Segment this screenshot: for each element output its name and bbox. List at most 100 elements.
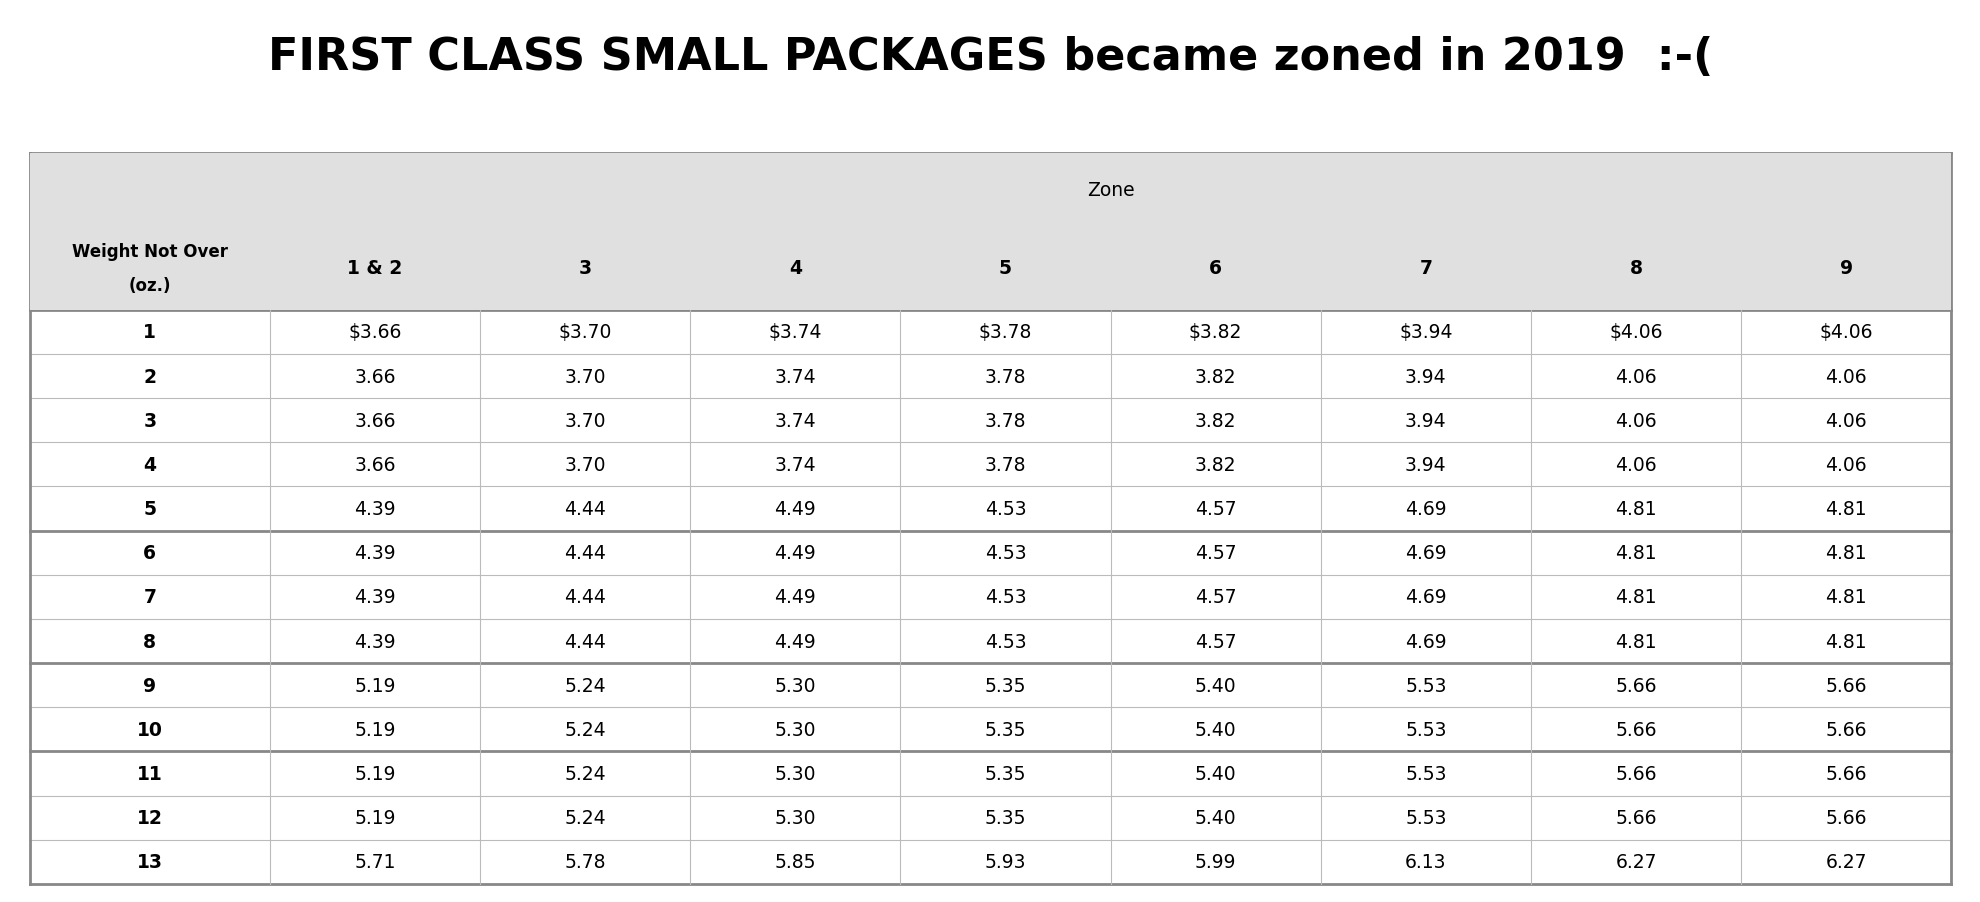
Text: $4.06: $4.06 [1818, 323, 1871, 342]
Text: 5.30: 5.30 [774, 764, 816, 783]
Text: 3.74: 3.74 [774, 411, 816, 430]
Text: 4.81: 4.81 [1824, 588, 1865, 607]
Text: 11: 11 [137, 764, 162, 783]
Text: 5.53: 5.53 [1404, 720, 1445, 739]
Text: 4.06: 4.06 [1824, 456, 1865, 474]
Text: 5: 5 [143, 500, 156, 519]
Text: 5.71: 5.71 [354, 852, 396, 871]
Text: 4.69: 4.69 [1404, 500, 1445, 519]
Text: 4.49: 4.49 [774, 500, 816, 519]
Text: $3.82: $3.82 [1188, 323, 1241, 342]
Text: 5.66: 5.66 [1824, 808, 1865, 827]
Text: 5.85: 5.85 [774, 852, 816, 871]
Text: 5.99: 5.99 [1194, 852, 1236, 871]
Text: Zone: Zone [1087, 180, 1135, 199]
Text: 5.30: 5.30 [774, 720, 816, 739]
Text: Weight Not Over: Weight Not Over [71, 243, 228, 261]
Text: 3.94: 3.94 [1404, 411, 1445, 430]
Text: 3.82: 3.82 [1194, 456, 1236, 474]
Text: 3.70: 3.70 [564, 367, 606, 386]
Text: 9: 9 [143, 676, 156, 695]
Text: 4.53: 4.53 [984, 588, 1026, 607]
Text: 4.44: 4.44 [564, 588, 606, 607]
Text: 5.19: 5.19 [354, 764, 396, 783]
Text: 4.53: 4.53 [984, 631, 1026, 651]
Text: 4.69: 4.69 [1404, 544, 1445, 563]
Text: 12: 12 [137, 808, 162, 827]
Text: 4.69: 4.69 [1404, 588, 1445, 607]
Text: 5.30: 5.30 [774, 676, 816, 695]
Text: 7: 7 [1418, 259, 1432, 278]
Text: 4.49: 4.49 [774, 544, 816, 563]
Text: 4.49: 4.49 [774, 631, 816, 651]
Text: 4.06: 4.06 [1614, 456, 1655, 474]
Text: 8: 8 [143, 631, 156, 651]
Text: 5.66: 5.66 [1824, 676, 1865, 695]
Text: 4.39: 4.39 [354, 631, 396, 651]
Text: 3.70: 3.70 [564, 411, 606, 430]
Text: 4.81: 4.81 [1614, 500, 1655, 519]
Text: 5.35: 5.35 [984, 720, 1026, 739]
Text: 6.27: 6.27 [1824, 852, 1865, 871]
Text: 4.53: 4.53 [984, 500, 1026, 519]
Text: 4: 4 [143, 456, 156, 474]
Text: 10: 10 [137, 720, 162, 739]
Text: 5.66: 5.66 [1614, 808, 1655, 827]
Text: 4.06: 4.06 [1614, 411, 1655, 430]
Text: 4.57: 4.57 [1194, 544, 1236, 563]
Text: $3.94: $3.94 [1398, 323, 1451, 342]
Text: 4.49: 4.49 [774, 588, 816, 607]
Text: 4.57: 4.57 [1194, 631, 1236, 651]
Text: 6.13: 6.13 [1404, 852, 1445, 871]
Text: 3.66: 3.66 [354, 456, 396, 474]
Text: 6: 6 [1208, 259, 1222, 278]
Text: 9: 9 [1839, 259, 1851, 278]
Text: 2: 2 [143, 367, 156, 386]
Text: 4.81: 4.81 [1614, 588, 1655, 607]
Text: 3.82: 3.82 [1194, 367, 1236, 386]
Text: 5.53: 5.53 [1404, 676, 1445, 695]
Text: 3.82: 3.82 [1194, 411, 1236, 430]
Text: 5.40: 5.40 [1194, 808, 1236, 827]
Text: 4.81: 4.81 [1614, 544, 1655, 563]
Text: 5.40: 5.40 [1194, 720, 1236, 739]
Text: 4.81: 4.81 [1824, 631, 1865, 651]
Text: 5.30: 5.30 [774, 808, 816, 827]
Text: 3.66: 3.66 [354, 367, 396, 386]
Text: $3.74: $3.74 [768, 323, 822, 342]
Text: 7: 7 [143, 588, 156, 607]
Text: 3.74: 3.74 [774, 367, 816, 386]
Text: 5: 5 [998, 259, 1012, 278]
Text: 4.81: 4.81 [1614, 631, 1655, 651]
Text: 5.19: 5.19 [354, 676, 396, 695]
Text: 4.44: 4.44 [564, 500, 606, 519]
Text: 5.24: 5.24 [564, 808, 606, 827]
Text: FIRST CLASS SMALL PACKAGES became zoned in 2019  :-(: FIRST CLASS SMALL PACKAGES became zoned … [267, 36, 1713, 79]
Text: 5.24: 5.24 [564, 764, 606, 783]
Text: 4.81: 4.81 [1824, 500, 1865, 519]
Text: 1: 1 [143, 323, 156, 342]
Text: 5.40: 5.40 [1194, 764, 1236, 783]
Text: 3.78: 3.78 [984, 367, 1026, 386]
Text: 5.40: 5.40 [1194, 676, 1236, 695]
Text: 3.66: 3.66 [354, 411, 396, 430]
Text: 5.19: 5.19 [354, 808, 396, 827]
Text: 3: 3 [143, 411, 156, 430]
Text: 6: 6 [143, 544, 156, 563]
Text: 5.66: 5.66 [1824, 720, 1865, 739]
Text: 4.69: 4.69 [1404, 631, 1445, 651]
Text: 5.24: 5.24 [564, 720, 606, 739]
Text: 5.78: 5.78 [564, 852, 606, 871]
Text: 3.94: 3.94 [1404, 367, 1445, 386]
Text: 4.57: 4.57 [1194, 588, 1236, 607]
Text: 13: 13 [137, 852, 162, 871]
Text: 5.35: 5.35 [984, 808, 1026, 827]
Text: 5.66: 5.66 [1614, 764, 1655, 783]
Text: 5.35: 5.35 [984, 764, 1026, 783]
Text: (oz.): (oz.) [129, 276, 170, 294]
Text: $3.66: $3.66 [348, 323, 402, 342]
Text: 4.39: 4.39 [354, 544, 396, 563]
Text: 4.44: 4.44 [564, 544, 606, 563]
Text: 4.44: 4.44 [564, 631, 606, 651]
Text: 4.53: 4.53 [984, 544, 1026, 563]
